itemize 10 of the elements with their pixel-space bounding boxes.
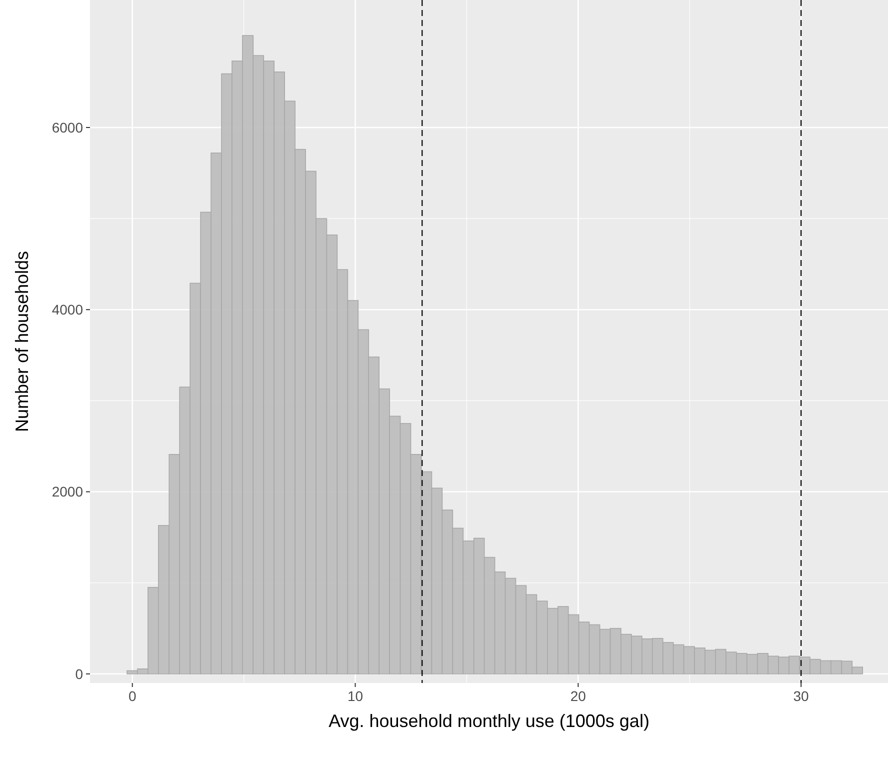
x-tick-label: 0 (128, 688, 136, 704)
y-tick-label: 2000 (52, 484, 84, 500)
x-tick-label: 10 (347, 688, 364, 704)
x-tick-label: 30 (793, 688, 810, 704)
x-tick-label: 20 (570, 688, 586, 704)
y-axis-title: Number of households (12, 250, 32, 432)
y-tick-label: 4000 (52, 302, 84, 318)
y-tick-label: 0 (75, 666, 84, 682)
x-axis-title: Avg. household monthly use (1000s gal) (328, 711, 650, 731)
y-tick-label: 6000 (52, 119, 84, 136)
